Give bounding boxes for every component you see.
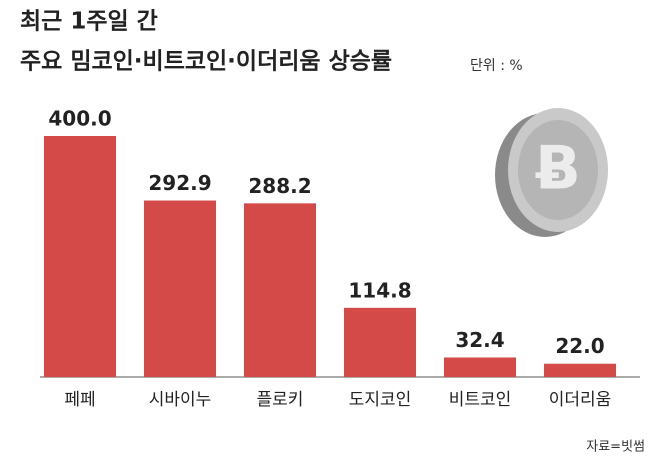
- x-tick-label: 비트코인: [449, 390, 512, 410]
- x-tick-label: 플로키: [257, 390, 304, 410]
- value-label: 114.8: [348, 278, 411, 302]
- coin-illustration: Ƀ: [495, 108, 608, 237]
- svg-text:Ƀ: Ƀ: [535, 134, 581, 204]
- bar: [544, 363, 616, 377]
- bar: [444, 357, 516, 377]
- x-tick-label: 페페: [64, 390, 95, 410]
- bar: [144, 200, 216, 377]
- value-label: 400.0: [48, 107, 111, 131]
- value-label: 22.0: [555, 334, 604, 358]
- bar: [244, 203, 316, 377]
- x-tick-label: 시바이누: [149, 390, 212, 410]
- bar: [44, 136, 116, 377]
- x-tick-label: 이더리움: [549, 390, 612, 410]
- value-label: 32.4: [455, 328, 504, 352]
- unit-label: 단위 : %: [470, 58, 523, 74]
- x-tick-label: 도지코인: [349, 390, 412, 410]
- source: 자료=빗썸: [586, 440, 645, 455]
- chart-subtitle: 주요 밈코인·비트코인·이더리움 상승률: [20, 49, 392, 75]
- bar: [344, 307, 416, 377]
- chart-title: 최근 1주일 간: [20, 9, 158, 35]
- value-label: 292.9: [148, 171, 211, 195]
- value-label: 288.2: [248, 174, 311, 198]
